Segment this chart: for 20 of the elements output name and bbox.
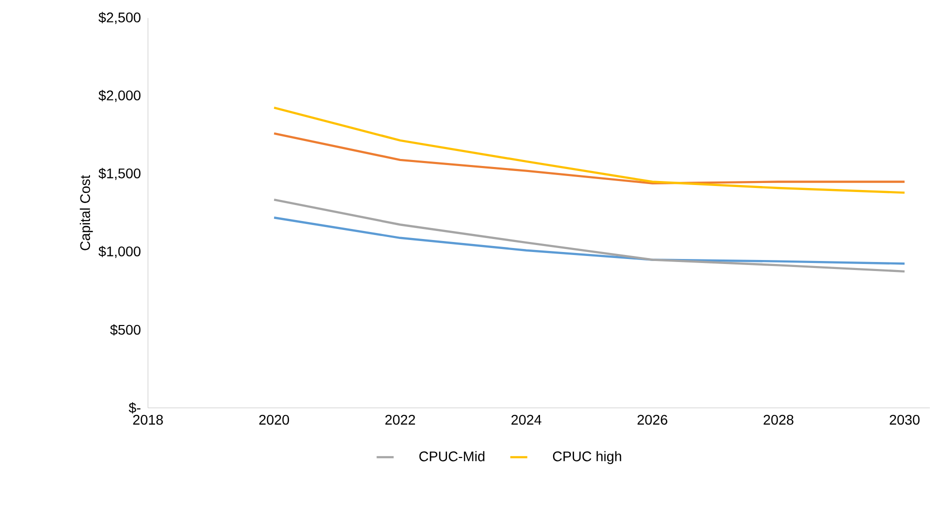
- x-tick-label: 2020: [259, 414, 290, 425]
- x-tick-label: 2018: [133, 414, 163, 425]
- y-tick-label: $500: [110, 324, 140, 336]
- x-tick-label: 2026: [638, 414, 668, 425]
- legend-label: CPUC-Mid: [419, 451, 484, 462]
- y-tick-label: $2,500: [98, 12, 140, 24]
- y-tick-label: $2,000: [98, 90, 140, 102]
- y-tick-label: $-: [128, 402, 140, 414]
- line-series: [272, 198, 906, 273]
- legend-label: CPUC high: [552, 451, 622, 464]
- line-series: [272, 132, 906, 184]
- y-tick-label: $1,500: [98, 168, 140, 180]
- y-tick-label: $1,000: [98, 246, 140, 258]
- x-tick-label: 2024: [511, 414, 542, 425]
- y-axis-title: Capital Cost: [80, 175, 93, 250]
- line-series: [272, 216, 906, 265]
- line-series: [272, 106, 906, 194]
- x-tick-label: 2030: [890, 414, 920, 425]
- x-tick-label: 2022: [385, 414, 415, 425]
- x-tick-label: 2028: [764, 414, 794, 425]
